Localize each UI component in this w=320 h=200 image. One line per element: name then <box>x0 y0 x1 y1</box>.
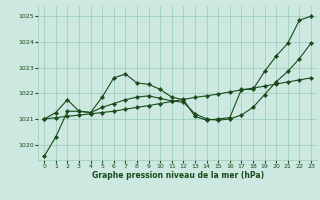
X-axis label: Graphe pression niveau de la mer (hPa): Graphe pression niveau de la mer (hPa) <box>92 171 264 180</box>
